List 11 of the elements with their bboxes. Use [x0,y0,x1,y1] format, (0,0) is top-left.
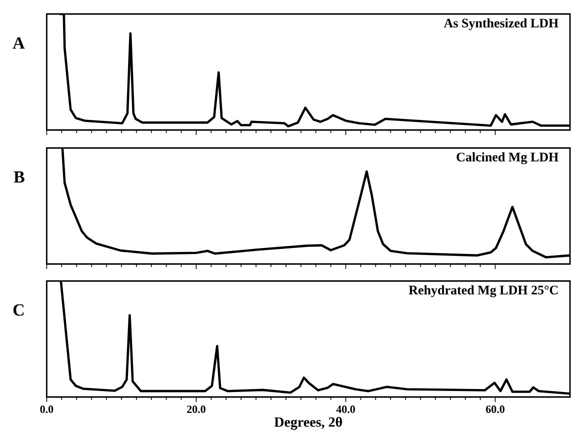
x-axis-title: Degrees, 2θ [274,416,342,430]
chart-title: Calcined Mg LDH [456,152,558,164]
chart-title: Rehydrated Mg LDH 25°C [408,285,558,298]
chart-title: As Synthesized LDH [444,18,558,30]
x-tick-label: 20.0 [187,406,206,414]
x-tick-label: 40.0 [336,406,355,414]
y-axis-title: A [12,37,25,49]
y-axis-title: B [14,171,24,183]
x-tick-label: 0.0 [40,406,54,414]
y-axis-title: C [13,304,24,316]
x-tick-label: 60.0 [486,406,504,414]
